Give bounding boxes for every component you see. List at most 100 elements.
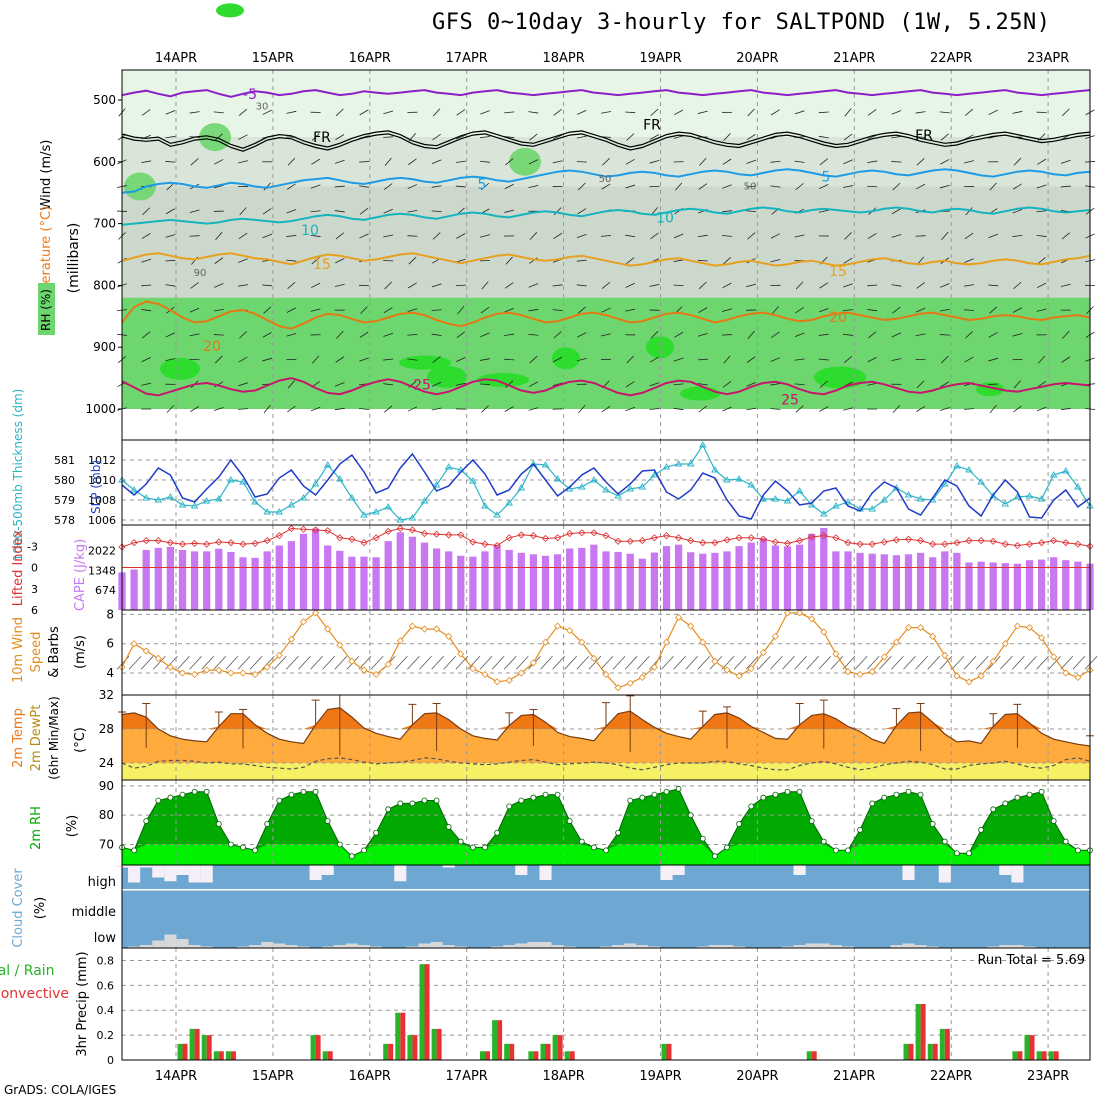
precip-total-bar xyxy=(939,1028,945,1060)
rh2m-point xyxy=(276,797,283,804)
lifted-index-point xyxy=(299,525,308,533)
cloud-level-label: low xyxy=(94,931,117,946)
rh2m-point xyxy=(966,850,972,857)
upper-wind-barb xyxy=(673,407,684,411)
upper-wind-barb xyxy=(697,259,708,262)
upper-wind-barb xyxy=(263,404,271,414)
upper-wind-barb xyxy=(1036,308,1047,312)
upper-wind-barb xyxy=(1061,232,1070,240)
upper-wind-barb xyxy=(1013,281,1022,289)
rh2m-point xyxy=(1075,847,1081,854)
surface-wind-barb xyxy=(491,655,505,670)
upper-wind-barb xyxy=(311,355,320,364)
precip-total-bar xyxy=(661,1043,667,1060)
surface-wind-barb xyxy=(443,655,456,670)
precip-total-bar xyxy=(552,1035,558,1060)
cloud-axis-label: Cloud Cover xyxy=(11,868,26,948)
upper-wind-barb xyxy=(358,408,370,410)
lifted-index-point xyxy=(892,536,900,544)
wind-speed-point xyxy=(215,666,223,674)
upper-wind-barb xyxy=(1060,159,1071,164)
upper-wind-barb xyxy=(213,407,224,411)
cape-bar xyxy=(1074,561,1082,610)
cape-bar xyxy=(578,547,586,610)
precip-tick-label: 0.8 xyxy=(97,954,115,967)
upper-wind-barb xyxy=(698,183,708,190)
thickness-point xyxy=(747,481,755,488)
cloud-level-label: middle xyxy=(72,905,116,920)
upper-wind-barb xyxy=(601,111,611,114)
upper-wind-barb xyxy=(1036,406,1047,412)
lifted-index-point xyxy=(239,540,247,548)
upper-wind-barb xyxy=(625,158,635,165)
thickness-point xyxy=(699,441,707,448)
upper-wind-barb xyxy=(334,382,345,387)
top-date-label: 19APR xyxy=(639,51,681,66)
wind-speed-point xyxy=(154,654,162,662)
thickness-point xyxy=(287,501,296,508)
upper-wind-barb xyxy=(964,108,974,116)
upper-wind-barb xyxy=(1061,108,1070,117)
cape-bar xyxy=(154,547,162,610)
surface-wind-barb xyxy=(1060,655,1074,670)
cloud-unit: (%) xyxy=(33,897,48,920)
upper-wind-barb xyxy=(939,184,950,189)
upper-wind-barb xyxy=(843,185,853,188)
upper-wind-barb xyxy=(238,108,248,116)
upper-wind-barb xyxy=(818,358,829,361)
lifted-index-point xyxy=(517,531,525,539)
upper-wind-barb xyxy=(142,331,151,339)
wind-tick-label: 8 xyxy=(106,607,114,621)
upper-wind-barb xyxy=(843,356,853,364)
wind-speed-point xyxy=(469,665,477,673)
precip-convective-bar xyxy=(569,1051,575,1060)
rh2m-title: 2m RH xyxy=(29,806,44,850)
cape-bar xyxy=(699,553,707,610)
upper-wind-barb xyxy=(334,283,345,287)
upper-wind-barb xyxy=(794,332,805,338)
upper-wind-barb xyxy=(915,111,926,114)
rh2m-point xyxy=(312,788,319,795)
rh2m-point xyxy=(530,794,537,801)
wind-speed-point xyxy=(130,640,138,648)
upper-wind-barb xyxy=(649,382,660,387)
lifted-index-point xyxy=(275,532,283,540)
surface-wind-barb xyxy=(1084,655,1098,670)
slp-tick-label: 1012 xyxy=(88,454,116,467)
thickness-point xyxy=(408,514,417,521)
surface-wind-barb xyxy=(249,655,263,670)
upper-wind-barb xyxy=(552,356,563,363)
thickness-point xyxy=(541,461,550,468)
lifted-index-point xyxy=(481,540,489,548)
upper-wind-barb xyxy=(286,183,296,190)
lifted-index-point xyxy=(1038,539,1046,547)
upper-wind-barb xyxy=(383,383,394,386)
bottom-date-label: 19APR xyxy=(639,1069,681,1084)
upper-wind-barb xyxy=(843,257,853,264)
upper-wind-barb xyxy=(407,358,418,361)
upper-wind-barb xyxy=(650,331,659,339)
upper-wind-barb xyxy=(1013,157,1022,166)
upper-wind-barb xyxy=(722,158,732,165)
upper-wind-barb xyxy=(189,111,200,114)
rh2m-tick-label: 80 xyxy=(99,808,114,822)
upper-wind-barb xyxy=(262,332,272,338)
upper-wind-barb xyxy=(770,185,781,188)
upper-wind-barb xyxy=(334,159,345,164)
upper-wind-barb xyxy=(940,159,950,165)
precip-convective-bar xyxy=(485,1051,490,1060)
wind-speed-point xyxy=(408,622,416,630)
upper-wind-barb xyxy=(649,185,660,188)
rh2m-point xyxy=(978,826,984,833)
rh2m-point xyxy=(820,838,827,845)
precip-convective-bar xyxy=(1041,1051,1047,1060)
upper-wind-barb xyxy=(480,358,490,361)
lifted-index-point xyxy=(469,538,477,546)
high-cloud-gap xyxy=(152,865,165,878)
upper-wind-barb xyxy=(1037,381,1046,388)
upper-wind-barb xyxy=(504,333,515,337)
upper-wind-barb xyxy=(407,235,418,237)
upper-wind-barb xyxy=(480,182,490,191)
rh2m-point xyxy=(929,821,936,827)
